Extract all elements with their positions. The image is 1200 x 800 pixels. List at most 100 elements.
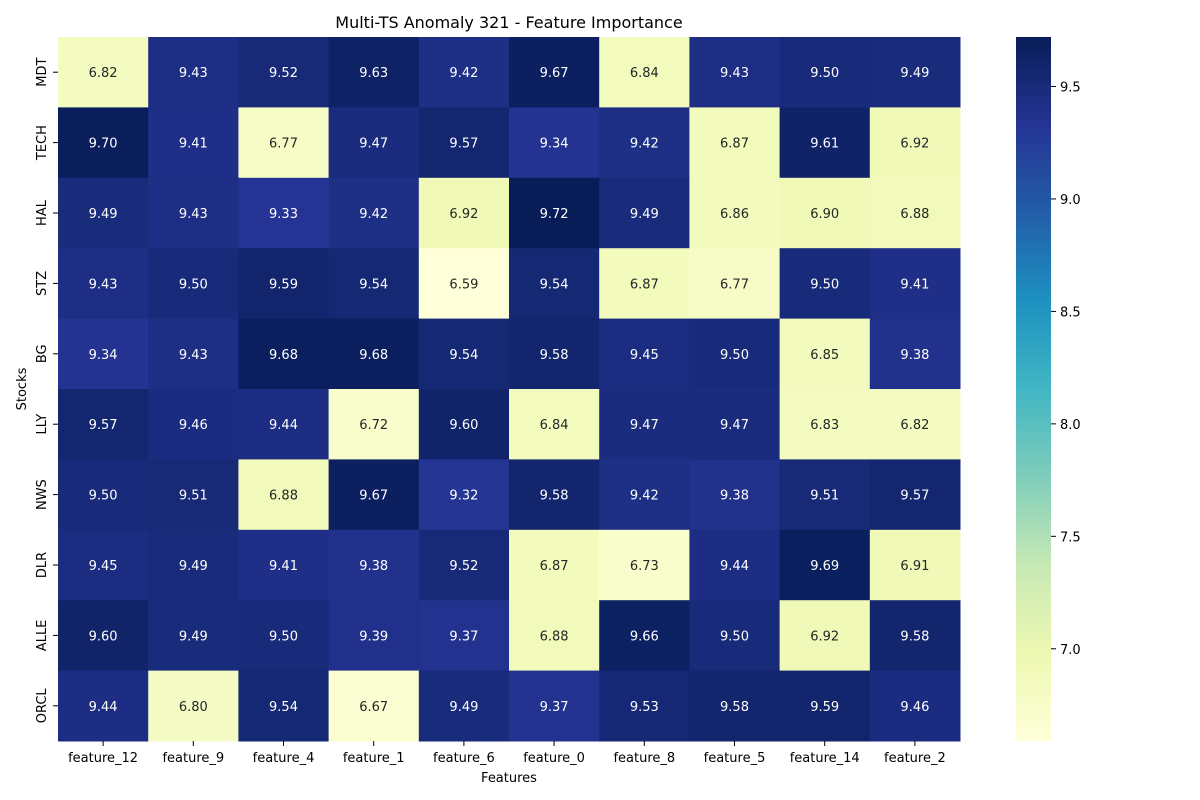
heatmap-cell [689,177,781,249]
x-tick-label: feature_1 [343,751,405,766]
heatmap-cell [418,37,510,108]
cell-value-label: 9.63 [359,66,388,81]
x-tick-label: feature_0 [523,751,585,766]
cell-value-label: 6.92 [810,629,839,644]
cell-value-label: 9.54 [540,277,569,292]
heatmap-cell [779,37,871,108]
heatmap-cell [238,248,330,320]
cell-value-label: 9.38 [720,489,749,504]
heatmap-cell [779,107,871,179]
heatmap-cell [238,389,330,460]
heatmap-cell [58,177,149,249]
cell-value-label: 9.44 [720,559,749,574]
heatmap-cell [689,37,781,108]
cell-value-label: 9.61 [810,137,839,152]
heatmap-cell [58,248,149,320]
cell-value-label: 6.86 [720,207,749,222]
heatmap-cell [599,600,690,672]
heatmap-cell [599,177,690,249]
cell-value-label: 6.87 [630,277,659,292]
y-tick-label: BG [35,344,50,363]
heatmap-cell [869,670,961,742]
heatmap-cell [418,670,510,742]
cell-value-label: 9.47 [720,418,749,433]
heatmap-cell [328,37,420,108]
heatmap-cell [238,177,330,249]
colorbar-gradient [1016,37,1051,741]
cell-value-label: 6.90 [810,207,839,222]
heatmap-cell [779,389,871,460]
cell-value-label: 9.42 [449,66,478,81]
heatmap-cell [869,600,961,672]
cell-value-label: 9.44 [269,418,298,433]
heatmap-cell [58,670,149,742]
heatmap-cell [779,459,871,531]
cell-value-label: 9.45 [89,559,118,574]
heatmap-cell [58,318,149,390]
heatmap-cell [238,529,330,601]
cell-value-label: 6.88 [900,207,929,222]
heatmap-cell [689,670,781,742]
heatmap-cell [148,107,239,179]
cell-value-label: 9.54 [359,277,388,292]
cell-value-label: 9.50 [89,489,118,504]
x-tick-label: feature_12 [68,751,138,766]
cell-value-label: 9.49 [89,207,118,222]
heatmap-cell [418,248,510,320]
heatmap-cell [689,600,781,672]
heatmap-cell [509,107,600,179]
cell-value-label: 9.46 [900,700,929,715]
heatmap-cell [58,600,149,672]
heatmap-cell [509,389,600,460]
heatmap-cell [238,318,330,390]
heatmap-cell [869,459,961,531]
cell-value-label: 6.67 [359,700,388,715]
cell-value-label: 9.32 [449,489,478,504]
cell-value-label: 9.44 [89,700,118,715]
heatmap-cell [869,318,961,390]
heatmap-cell [509,459,600,531]
cell-value-label: 6.77 [720,277,749,292]
y-tick-label: LLY [35,414,50,435]
heatmap-cell [148,529,239,601]
cell-value-label: 9.37 [449,629,478,644]
cell-value-label: 6.85 [810,348,839,363]
heatmap-cell [328,107,420,179]
cell-value-label: 6.73 [630,559,659,574]
heatmap-cell [869,389,961,460]
cell-value-label: 9.49 [900,66,929,81]
x-tick-labels: feature_12 feature_9 feature_4 feature_1 fea… [68,741,946,766]
cell-value-label: 9.47 [630,418,659,433]
heatmap-cell [689,529,781,601]
cell-value-label: 9.41 [900,277,929,292]
heatmap-cell [869,37,961,108]
heatmap-cell [599,37,690,108]
y-tick-label: NWS [35,479,50,510]
heatmap-cell [418,107,510,179]
heatmap-cell [599,318,690,390]
cell-value-label: 9.41 [179,137,208,152]
heatmap-cell [509,670,600,742]
cell-value-label: 6.72 [359,418,388,433]
cell-value-label: 9.60 [89,629,118,644]
y-tick-label: DLR [35,552,50,578]
heatmap-cell [779,670,871,742]
heatmap-cell [328,177,420,249]
cell-value-label: 9.42 [630,137,659,152]
x-tick-label: feature_6 [433,751,495,766]
chart-title: Multi-TS Anomaly 321 - Feature Importanc… [335,13,682,32]
y-axis-label: Stocks [15,367,30,410]
x-tick-label: feature_14 [790,751,860,766]
y-tick-label: HAL [35,199,50,226]
heatmap-cell [328,389,420,460]
cell-value-label: 9.45 [630,348,659,363]
cell-value-label: 6.88 [540,629,569,644]
cell-value-label: 9.41 [269,559,298,574]
heatmap-cell [328,529,420,601]
cell-value-label: 9.34 [89,348,118,363]
cell-value-label: 9.49 [449,700,478,715]
colorbar-tick-label: 8.5 [1060,305,1081,320]
cell-value-label: 9.33 [269,207,298,222]
cell-value-label: 9.50 [810,66,839,81]
